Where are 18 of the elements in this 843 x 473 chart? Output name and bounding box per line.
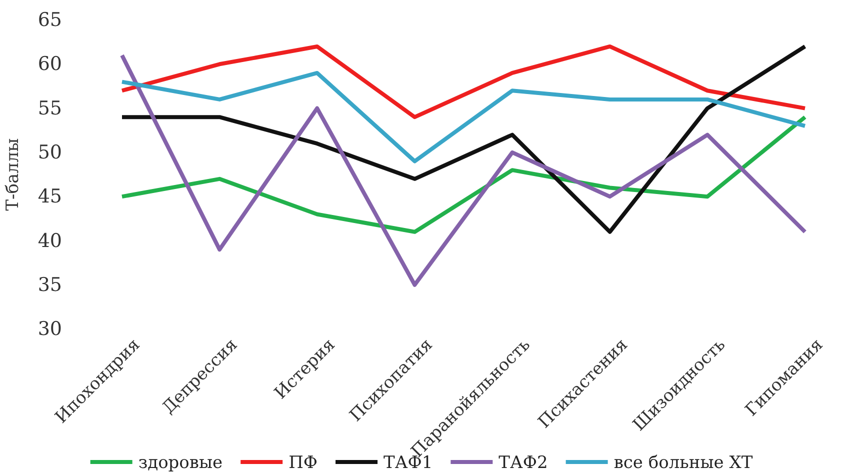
- y-tick-label: 55: [38, 97, 62, 120]
- legend-label: все больные ХТ: [614, 453, 754, 473]
- y-tick-label: 35: [38, 274, 62, 296]
- y-tick-label: 60: [38, 53, 62, 76]
- legend-label: ПФ: [288, 453, 318, 473]
- legend-label: здоровые: [138, 453, 223, 473]
- line-series: [120, 44, 807, 234]
- y-tick-label: 30: [38, 318, 62, 340]
- y-tick-label: 65: [38, 9, 62, 32]
- line-series: [120, 44, 807, 120]
- y-tick-label: 45: [38, 186, 62, 208]
- line-series: [120, 115, 807, 234]
- y-tick-label: 40: [38, 230, 62, 252]
- y-tick-label: 50: [38, 142, 62, 164]
- y-axis-title: Т-баллы: [3, 138, 23, 211]
- legend-label: ТАФ2: [498, 453, 548, 473]
- line-series: [120, 70, 807, 164]
- line-series: [120, 53, 807, 287]
